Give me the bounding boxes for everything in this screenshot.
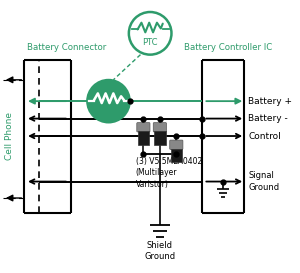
Circle shape [87,80,130,123]
FancyBboxPatch shape [137,123,150,132]
FancyBboxPatch shape [170,140,183,149]
FancyBboxPatch shape [153,123,167,132]
Text: Battery Connector: Battery Connector [27,43,106,52]
Text: Battery +: Battery + [248,97,292,106]
Bar [170,149,182,162]
Bar [138,131,149,145]
Circle shape [129,12,172,55]
Text: Control: Control [248,132,281,141]
Text: PTC: PTC [142,38,158,46]
Text: Shield
Ground: Shield Ground [144,241,175,261]
Text: Cell Phone: Cell Phone [5,112,14,160]
Bar [154,131,166,145]
Text: Battery -: Battery - [248,114,288,123]
Text: Signal
Ground: Signal Ground [248,171,279,192]
Text: Battery Controller IC: Battery Controller IC [184,43,272,52]
Text: (3) V5.5MLA0402
(Multilayer
Varistor): (3) V5.5MLA0402 (Multilayer Varistor) [136,157,202,189]
